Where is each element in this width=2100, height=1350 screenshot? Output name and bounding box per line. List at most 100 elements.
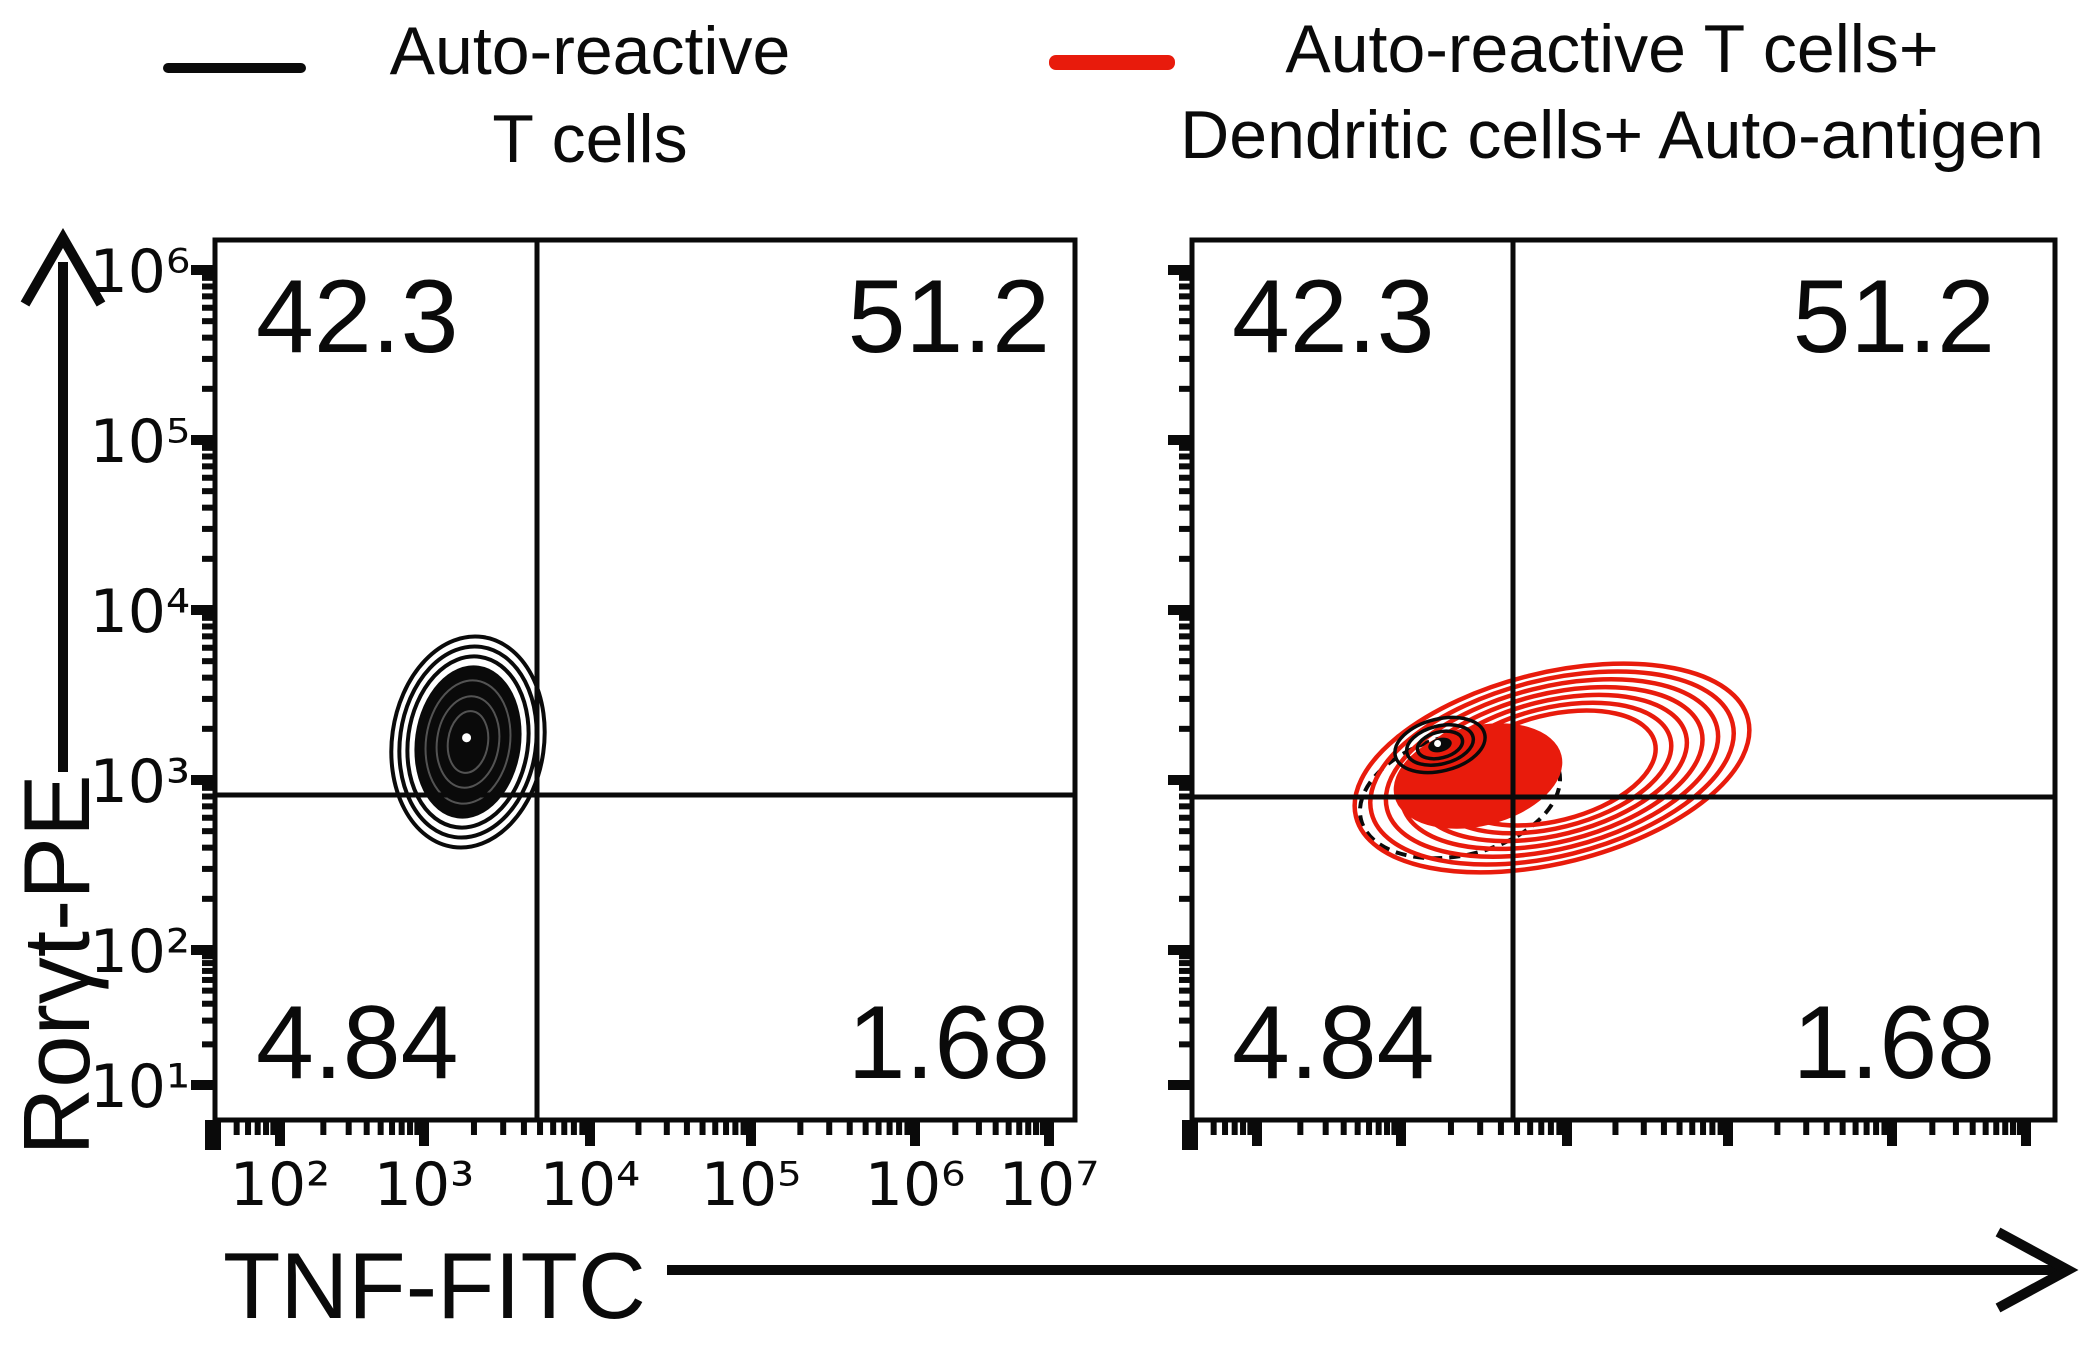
tick-mark xyxy=(1952,1120,1959,1135)
tick-mark xyxy=(345,1120,352,1135)
tick-mark xyxy=(1179,504,1192,511)
tick-mark xyxy=(202,976,215,983)
tick-mark xyxy=(1839,1120,1846,1135)
tick-mark xyxy=(1179,444,1192,451)
x-tick-label-1e3: 10³ xyxy=(374,1150,474,1220)
tick-mark xyxy=(520,1120,527,1135)
x-tick-label-1e2: 10² xyxy=(230,1150,330,1220)
left-quadrant-value-upper-left: 42.3 xyxy=(256,259,458,375)
tick-mark xyxy=(202,633,215,640)
tick-mark xyxy=(1179,844,1192,851)
tick-mark xyxy=(1179,1017,1192,1024)
tick-mark xyxy=(846,1120,853,1135)
tick-mark xyxy=(1354,1120,1361,1135)
tick-mark xyxy=(585,1120,595,1146)
x-axis-label: TNF-FITC xyxy=(223,1233,646,1338)
tick-mark xyxy=(1391,1120,1398,1135)
tick-mark xyxy=(1179,555,1192,562)
tick-mark xyxy=(1210,1120,1217,1135)
tick-mark xyxy=(1179,474,1192,481)
tick-mark xyxy=(1179,865,1192,872)
tick-mark xyxy=(202,355,215,362)
right-quadrant-value-lower-right: 1.68 xyxy=(1793,985,1995,1101)
tick-mark xyxy=(191,265,215,275)
tick-mark xyxy=(1852,1120,1859,1135)
tick-mark xyxy=(407,1120,414,1135)
tick-mark xyxy=(202,793,215,800)
tick-mark xyxy=(1774,1120,1781,1135)
x-tick-label-1e6: 10⁶ xyxy=(865,1150,965,1220)
tick-mark xyxy=(191,945,215,955)
tick-mark xyxy=(202,895,215,902)
tick-mark xyxy=(746,1120,756,1146)
tick-mark xyxy=(2021,1120,2031,1146)
legend-series1-line2: T cells xyxy=(492,101,687,177)
tick-mark xyxy=(202,865,215,872)
tick-mark xyxy=(1527,1120,1534,1135)
tick-mark xyxy=(1179,1000,1192,1007)
tick-mark xyxy=(712,1120,719,1135)
tick-mark xyxy=(723,1120,730,1135)
x-tick-label-1e5: 10⁵ xyxy=(701,1150,801,1220)
tick-mark xyxy=(1168,775,1192,785)
tick-mark xyxy=(202,1041,215,1048)
tick-mark xyxy=(1547,1120,1554,1135)
legend-swatch-red-line xyxy=(1049,55,1175,70)
tick-mark xyxy=(797,1120,804,1135)
tick-mark xyxy=(1660,1120,1667,1135)
tick-mark xyxy=(202,334,215,341)
x-tick-label-1e7: 10⁷ xyxy=(999,1150,1099,1220)
tick-mark xyxy=(1179,614,1192,621)
tick-mark xyxy=(233,1120,240,1135)
tick-mark xyxy=(1033,1120,1040,1135)
tick-mark xyxy=(1823,1120,1830,1135)
legend-series1-line1: Auto-reactive xyxy=(390,13,791,89)
tick-mark xyxy=(202,784,215,791)
tick-mark xyxy=(1179,283,1192,290)
tick-mark xyxy=(1179,644,1192,651)
tick-mark xyxy=(1016,1120,1023,1135)
tick-mark xyxy=(1929,1120,1936,1135)
tick-mark xyxy=(414,1120,421,1135)
tick-mark xyxy=(202,1017,215,1024)
tick-mark xyxy=(202,274,215,281)
tick-mark xyxy=(1179,293,1192,300)
tick-mark xyxy=(1179,953,1192,960)
y-axis-label: Rorγt-PE xyxy=(4,774,109,1155)
tick-mark xyxy=(1612,1120,1619,1135)
tick-mark xyxy=(1514,1120,1521,1135)
tick-mark xyxy=(245,1120,252,1135)
tick-mark xyxy=(1179,725,1192,732)
tick-mark xyxy=(363,1120,370,1135)
tick-mark xyxy=(191,1080,215,1090)
right-quadrant-value-lower-left: 4.84 xyxy=(1232,985,1434,1101)
tick-mark xyxy=(550,1120,557,1135)
tick-mark xyxy=(202,488,215,495)
tick-mark xyxy=(202,283,215,290)
tick-mark xyxy=(202,525,215,532)
tick-mark xyxy=(202,695,215,702)
tick-mark xyxy=(2002,1120,2009,1135)
tick-mark xyxy=(683,1120,690,1135)
tick-mark xyxy=(1538,1120,1545,1135)
tick-mark xyxy=(1179,674,1192,681)
y-tick-label-1e6: 10⁶ xyxy=(90,237,190,307)
tick-mark xyxy=(275,1120,285,1146)
tick-mark xyxy=(886,1120,893,1135)
tick-mark xyxy=(537,1120,544,1135)
tick-mark xyxy=(202,674,215,681)
tick-mark xyxy=(1497,1120,1504,1135)
y-tick-label-1e1: 10¹ xyxy=(90,1052,190,1122)
tick-mark xyxy=(1179,334,1192,341)
tick-mark xyxy=(910,1120,920,1146)
tick-mark xyxy=(202,293,215,300)
y-tick-label-1e5: 10⁵ xyxy=(90,407,190,477)
tick-mark xyxy=(862,1120,869,1135)
tick-mark xyxy=(875,1120,882,1135)
tick-mark xyxy=(1222,1120,1229,1135)
tick-mark xyxy=(1179,453,1192,460)
tick-mark xyxy=(1179,274,1192,281)
tick-mark xyxy=(561,1120,568,1135)
tick-mark xyxy=(202,828,215,835)
